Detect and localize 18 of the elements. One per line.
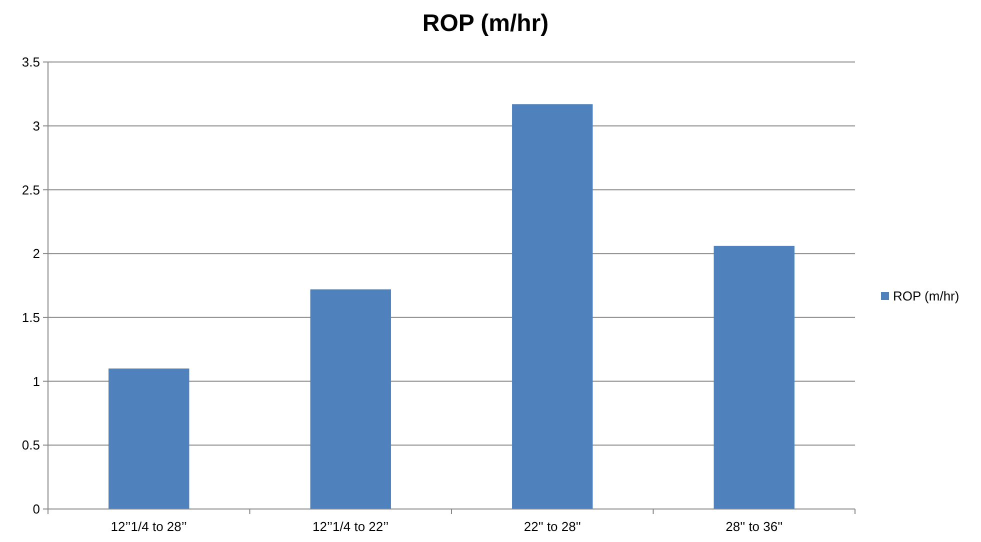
bar	[310, 289, 391, 509]
x-tick-label: 12’’1/4 to 28’’	[110, 519, 188, 534]
y-tick-label: 1	[32, 374, 40, 389]
x-tick-label: 12’’1/4 to 22’’	[312, 519, 389, 534]
bar	[512, 104, 593, 509]
y-tick-label: 0	[32, 502, 40, 517]
y-tick-label: 1.5	[22, 310, 40, 325]
x-tick-label: 28'' to 36''	[726, 519, 783, 534]
y-tick-label: 3	[32, 118, 40, 134]
chart-title: ROP (m/hr)	[422, 10, 549, 37]
y-tick-label: 2.5	[22, 182, 40, 198]
y-tick-label: 2	[32, 246, 40, 262]
y-tick-label: 0.5	[22, 438, 40, 453]
bar	[108, 368, 190, 509]
y-tick-label: 3.5	[22, 54, 40, 70]
legend-label: ROP (m/hr)	[893, 288, 960, 304]
x-tick-label: 22'' to 28''	[524, 519, 581, 534]
bar	[714, 246, 794, 509]
